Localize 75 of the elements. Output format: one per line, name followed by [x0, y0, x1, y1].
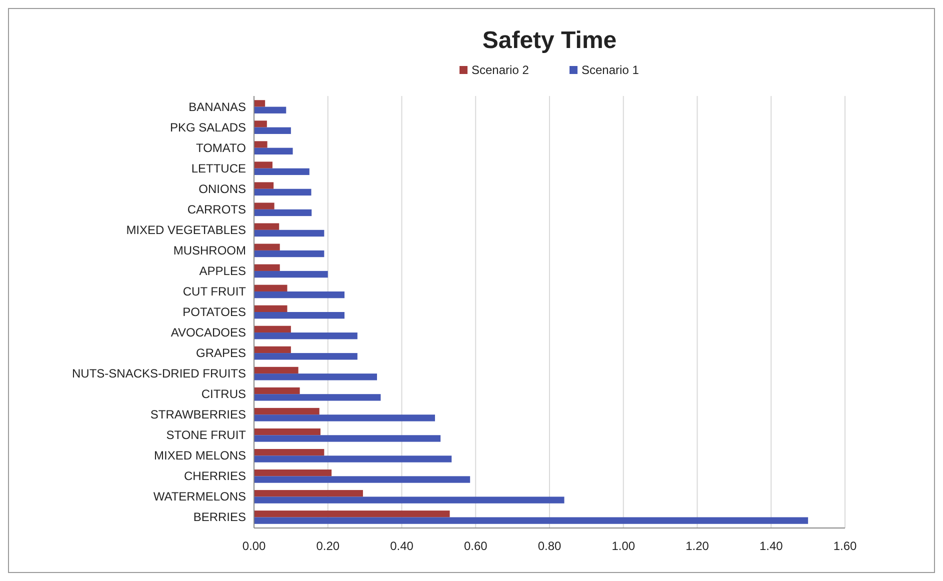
bar [254, 496, 564, 504]
x-tick-label: 0.80 [538, 539, 562, 553]
bar [254, 414, 435, 422]
x-tick-label: 1.20 [686, 539, 710, 553]
bar [254, 456, 452, 462]
bar [254, 387, 300, 394]
y-tick-label: POTATOES [182, 305, 246, 319]
bar [254, 230, 324, 237]
bar [254, 209, 312, 216]
legend-label: Scenario 1 [582, 63, 640, 77]
bar [254, 408, 320, 415]
y-tick-label: NUTS-SNACKS-DRIED FRUITS [72, 366, 246, 381]
x-tick-label: 0.60 [464, 539, 488, 553]
bar [254, 394, 381, 401]
y-tick-label: MIXED VEGETABLES [126, 222, 246, 237]
bar [254, 250, 324, 258]
x-tick-label: 1.60 [833, 539, 857, 553]
x-tick-label: 0.00 [242, 539, 266, 553]
bar [254, 490, 363, 497]
y-tick-label: LETTUCE [191, 161, 246, 176]
y-tick-label: CHERRIES [184, 469, 246, 484]
y-tick-label: BERRIES [193, 510, 246, 524]
y-tick-label: CARROTS [187, 202, 246, 216]
y-tick-label: CUT FRUIT [182, 284, 247, 298]
bar [254, 510, 450, 518]
y-tick-label: PKG SALADS [170, 120, 246, 134]
bar [254, 244, 280, 250]
bar [254, 141, 268, 148]
legend-label: Scenario 2 [472, 63, 530, 77]
bar [254, 326, 291, 333]
bar [254, 470, 332, 476]
bar [254, 332, 358, 340]
bar [254, 168, 310, 176]
y-tick-label: STRAWBERRIES [150, 408, 246, 422]
bar [254, 162, 272, 168]
y-tick-label: WATERMELONS [153, 490, 246, 504]
bar [254, 284, 288, 292]
y-tick-label: BANANAS [188, 100, 246, 114]
bar [254, 435, 441, 442]
bar [254, 127, 291, 134]
bar [254, 346, 291, 354]
bar [254, 106, 286, 114]
bar [254, 100, 266, 107]
y-tick-label: AVOCADOES [170, 326, 246, 340]
y-tick-label: TOMATO [196, 140, 246, 155]
x-tick-label: 1.00 [612, 539, 636, 553]
bar [254, 264, 280, 271]
bar [254, 312, 344, 319]
bar [254, 448, 324, 456]
bar [254, 366, 298, 374]
bar [254, 374, 377, 380]
bar [254, 270, 328, 278]
y-tick-label: STONE FRUIT [166, 428, 247, 442]
bar [254, 353, 358, 360]
bar [254, 291, 344, 298]
y-tick-label: MUSHROOM [173, 243, 246, 258]
y-tick-label: CITRUS [201, 387, 246, 402]
bar [254, 120, 267, 128]
bar [254, 202, 274, 210]
chart-title: Safety Time [482, 27, 617, 54]
x-tick-label: 0.40 [390, 539, 414, 553]
bar [254, 517, 808, 524]
y-tick-label: MIXED MELONS [154, 448, 246, 463]
bar [254, 148, 293, 154]
x-tick-label: 1.40 [759, 539, 784, 553]
bar [254, 182, 274, 189]
bar [254, 428, 320, 436]
bar [254, 305, 288, 312]
y-tick-label: APPLES [199, 264, 246, 278]
y-tick-label: GRAPES [196, 346, 246, 360]
x-tick-label: 0.20 [316, 539, 340, 553]
y-tick-label: ONIONS [198, 182, 246, 196]
bar [254, 188, 312, 196]
bar [254, 223, 280, 230]
bar [254, 476, 470, 483]
